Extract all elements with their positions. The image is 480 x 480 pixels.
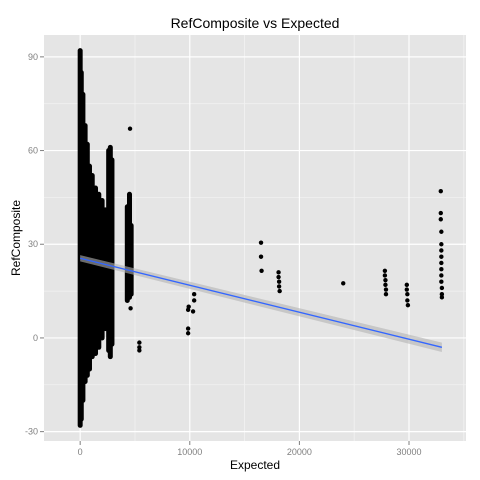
data-point	[405, 292, 409, 296]
data-point	[277, 289, 281, 293]
data-point	[137, 340, 141, 344]
y-tick-label: 30	[28, 239, 38, 249]
data-point	[439, 248, 443, 252]
chart-title: RefComposite vs Expected	[171, 15, 340, 31]
data-point	[439, 261, 443, 265]
data-point	[277, 284, 281, 288]
data-point	[384, 287, 388, 291]
data-point	[439, 230, 443, 234]
data-point	[405, 298, 409, 302]
data-point	[439, 217, 443, 221]
data-point	[259, 240, 263, 244]
data-point	[128, 126, 132, 130]
data-point	[405, 283, 409, 287]
y-tick-label: 60	[28, 146, 38, 156]
data-point	[406, 303, 410, 307]
data-point	[440, 286, 444, 290]
data-point	[186, 331, 190, 335]
data-point	[439, 211, 443, 215]
data-point	[276, 275, 280, 279]
data-point	[439, 242, 443, 246]
y-tick-label: 90	[28, 52, 38, 62]
data-point	[277, 280, 281, 284]
data-point	[186, 305, 190, 309]
x-axis-title: Expected	[230, 458, 280, 472]
data-point	[439, 273, 443, 277]
data-point	[341, 281, 345, 285]
y-tick-label: -30	[25, 427, 38, 437]
data-point	[128, 306, 132, 310]
data-point	[439, 255, 443, 259]
data-point	[137, 348, 141, 352]
data-point	[384, 292, 388, 296]
data-point	[405, 287, 409, 291]
data-point	[439, 280, 443, 284]
data-point	[259, 255, 263, 259]
x-tick-label: 10000	[177, 447, 202, 457]
data-point	[191, 309, 195, 313]
data-point	[192, 292, 196, 296]
data-point	[259, 269, 263, 273]
data-point	[439, 267, 443, 271]
x-tick-label: 20000	[287, 447, 312, 457]
y-tick-label: 0	[33, 333, 38, 343]
data-point	[192, 298, 196, 302]
y-axis-title: RefComposite	[9, 200, 23, 276]
data-point	[439, 189, 443, 193]
x-tick-label: 30000	[396, 447, 421, 457]
x-tick-label: 0	[78, 447, 83, 457]
data-point	[276, 270, 280, 274]
data-point	[440, 295, 444, 299]
data-point	[186, 326, 190, 330]
data-point	[383, 273, 387, 277]
data-point	[383, 283, 387, 287]
data-point	[383, 269, 387, 273]
data-point	[383, 278, 387, 282]
